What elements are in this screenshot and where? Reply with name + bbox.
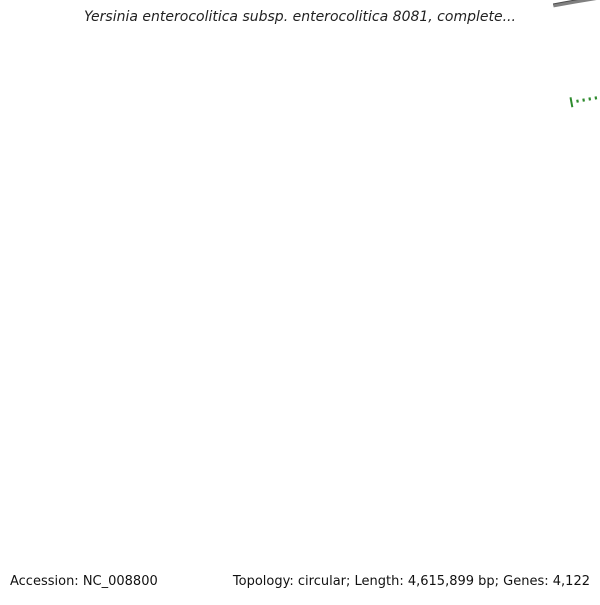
inner-tick-mark xyxy=(588,97,592,101)
topology-text: Topology: circular; Length: 4,615,899 bp… xyxy=(232,574,590,589)
inner-tick-mark xyxy=(569,97,574,108)
map-title: Yersinia enterocolitica subsp. enterocol… xyxy=(84,9,516,25)
inner-tick-mark xyxy=(576,99,579,103)
tick-layer: 2043 kbp2044 kbp2045 kbp2046 kbp2047 kbp… xyxy=(569,96,598,108)
inner-tick-mark xyxy=(582,98,585,102)
accession-text: Accession: NC_008800 xyxy=(10,574,158,589)
inner-tick-mark xyxy=(594,96,598,100)
